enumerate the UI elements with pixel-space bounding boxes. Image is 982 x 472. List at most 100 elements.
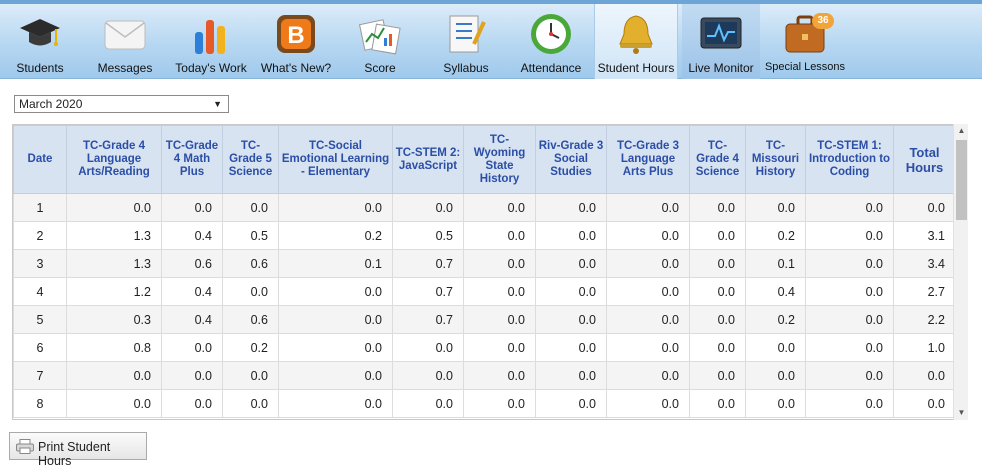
table-body: 1 0.0 0.0 0.0 0.0 0.0 0.0 0.0 0.0 0.0 0.0 0.0 0.0 2 1.… — [13, 193, 956, 418]
hours-cell: 0.0 — [606, 305, 690, 334]
hours-cell: 0.0 — [66, 361, 162, 390]
printer-icon — [16, 439, 34, 454]
month-select[interactable]: March 2020 ▼ — [14, 95, 229, 113]
total-hours-cell: 3.4 — [893, 249, 956, 278]
top-navigation: Students Messages Today's Work B What's … — [0, 0, 982, 79]
hours-cell: 0.2 — [278, 221, 393, 250]
total-hours-cell: 2.7 — [893, 277, 956, 306]
hours-cell: 0.0 — [689, 333, 746, 362]
hours-cell: 0.0 — [66, 193, 162, 222]
table-row: 5 0.3 0.4 0.6 0.0 0.7 0.0 0.0 0.0 0.0 0.2 0.0 2.2 — [13, 305, 956, 334]
hours-cell: 0.0 — [535, 333, 607, 362]
nav-whats-new[interactable]: B What's New? — [256, 4, 336, 79]
hours-cell: 0.7 — [392, 249, 464, 278]
hours-cell: 0.0 — [606, 361, 690, 390]
nav-syllabus[interactable]: Syllabus — [426, 4, 506, 79]
score-chart-icon — [358, 19, 401, 55]
hours-cell: 0.0 — [161, 333, 223, 362]
date-cell: 1 — [13, 193, 67, 222]
column-header: TC-Grade 4 Language Arts/Reading — [66, 125, 162, 194]
hours-cell: 0.0 — [222, 361, 279, 390]
hours-cell: 0.0 — [463, 305, 536, 334]
scrollbar-thumb[interactable] — [956, 140, 967, 220]
hours-cell: 0.0 — [278, 333, 393, 362]
envelope-icon — [104, 20, 146, 50]
hours-cell: 0.0 — [463, 221, 536, 250]
checklist-icon — [449, 15, 486, 53]
total-hours-cell: 2.2 — [893, 305, 956, 334]
total-hours-cell: 1.0 — [893, 333, 956, 362]
nav-label: Live Monitor — [688, 61, 754, 75]
column-header-total: Total Hours — [893, 125, 956, 194]
hours-cell: 0.4 — [161, 277, 223, 306]
hours-cell: 0.0 — [392, 333, 464, 362]
hours-cell: 1.2 — [66, 277, 162, 306]
hours-cell: 0.0 — [222, 389, 279, 418]
hours-cell: 0.0 — [805, 277, 894, 306]
hours-cell: 0.0 — [463, 249, 536, 278]
hours-cell: 0.0 — [805, 389, 894, 418]
hours-cell: 0.0 — [689, 361, 746, 390]
nav-label: Today's Work — [175, 61, 247, 75]
column-header: Riv-Grade 3 Social Studies — [535, 125, 607, 194]
hours-cell: 0.0 — [463, 193, 536, 222]
print-student-hours-button[interactable]: Print Student Hours — [9, 432, 147, 468]
nav-label: Special Lessons — [764, 61, 846, 73]
hours-cell: 0.0 — [606, 333, 690, 362]
hours-cell: 0.0 — [535, 361, 607, 390]
total-hours-cell: 0.0 — [893, 193, 956, 222]
nav-label: Syllabus — [443, 61, 489, 75]
total-hours-cell: 3.1 — [893, 221, 956, 250]
date-cell: 4 — [13, 277, 67, 306]
hours-cell: 0.0 — [745, 333, 806, 362]
date-cell: 2 — [13, 221, 67, 250]
hours-cell: 0.0 — [161, 361, 223, 390]
nav-special-lessons[interactable]: 36 Special Lessons — [762, 4, 848, 79]
hours-cell: 0.0 — [278, 361, 393, 390]
hours-cell: 0.0 — [535, 277, 607, 306]
hours-cell: 0.0 — [745, 361, 806, 390]
hours-cell: 0.0 — [689, 389, 746, 418]
hours-cell: 0.7 — [392, 305, 464, 334]
hours-cell: 1.3 — [66, 249, 162, 278]
scroll-down-icon[interactable]: ▼ — [957, 408, 966, 417]
hours-cell: 0.0 — [606, 389, 690, 418]
nav-score[interactable]: Score — [342, 4, 418, 79]
graduation-cap-icon — [20, 19, 60, 46]
hours-cell: 0.0 — [805, 221, 894, 250]
hours-cell: 0.0 — [535, 221, 607, 250]
nav-students[interactable]: Students — [0, 4, 80, 79]
nav-attendance[interactable]: Attendance — [512, 4, 590, 79]
nav-label: Score — [364, 61, 396, 75]
svg-text:B: B — [287, 22, 304, 49]
nav-student-hours[interactable]: Student Hours — [594, 4, 678, 79]
hours-cell: 0.0 — [463, 277, 536, 306]
nav-live-monitor[interactable]: Live Monitor — [682, 4, 760, 79]
blogger-icon: B — [277, 15, 315, 53]
column-header: TC-STEM 1: Introduction to Coding — [805, 125, 894, 194]
hours-cell: 0.0 — [535, 249, 607, 278]
hours-cell: 0.0 — [745, 389, 806, 418]
hours-cell: 0.5 — [392, 221, 464, 250]
vertical-scrollbar[interactable]: ▲ ▼ — [953, 124, 968, 420]
hours-cell: 0.2 — [222, 333, 279, 362]
hours-cell: 0.0 — [805, 193, 894, 222]
hours-cell: 0.0 — [278, 193, 393, 222]
nav-label: What's New? — [260, 61, 332, 75]
hours-cell: 0.0 — [392, 361, 464, 390]
date-cell: 6 — [13, 333, 67, 362]
hours-cell: 0.0 — [161, 193, 223, 222]
nav-label: Students — [16, 61, 64, 75]
hours-cell: 0.3 — [66, 305, 162, 334]
table-header-row: Date TC-Grade 4 Language Arts/Reading TC… — [13, 125, 956, 194]
total-hours-cell: 0.0 — [893, 361, 956, 390]
hours-cell: 0.0 — [606, 277, 690, 306]
nav-messages[interactable]: Messages — [85, 4, 165, 79]
hours-cell: 0.0 — [606, 193, 690, 222]
nav-todays-work[interactable]: Today's Work — [170, 4, 252, 79]
hours-cell: 0.0 — [278, 389, 393, 418]
hours-cell: 0.0 — [805, 361, 894, 390]
chevron-down-icon: ▼ — [213, 99, 222, 109]
scroll-up-icon[interactable]: ▲ — [957, 126, 966, 135]
hours-cell: 0.0 — [392, 389, 464, 418]
